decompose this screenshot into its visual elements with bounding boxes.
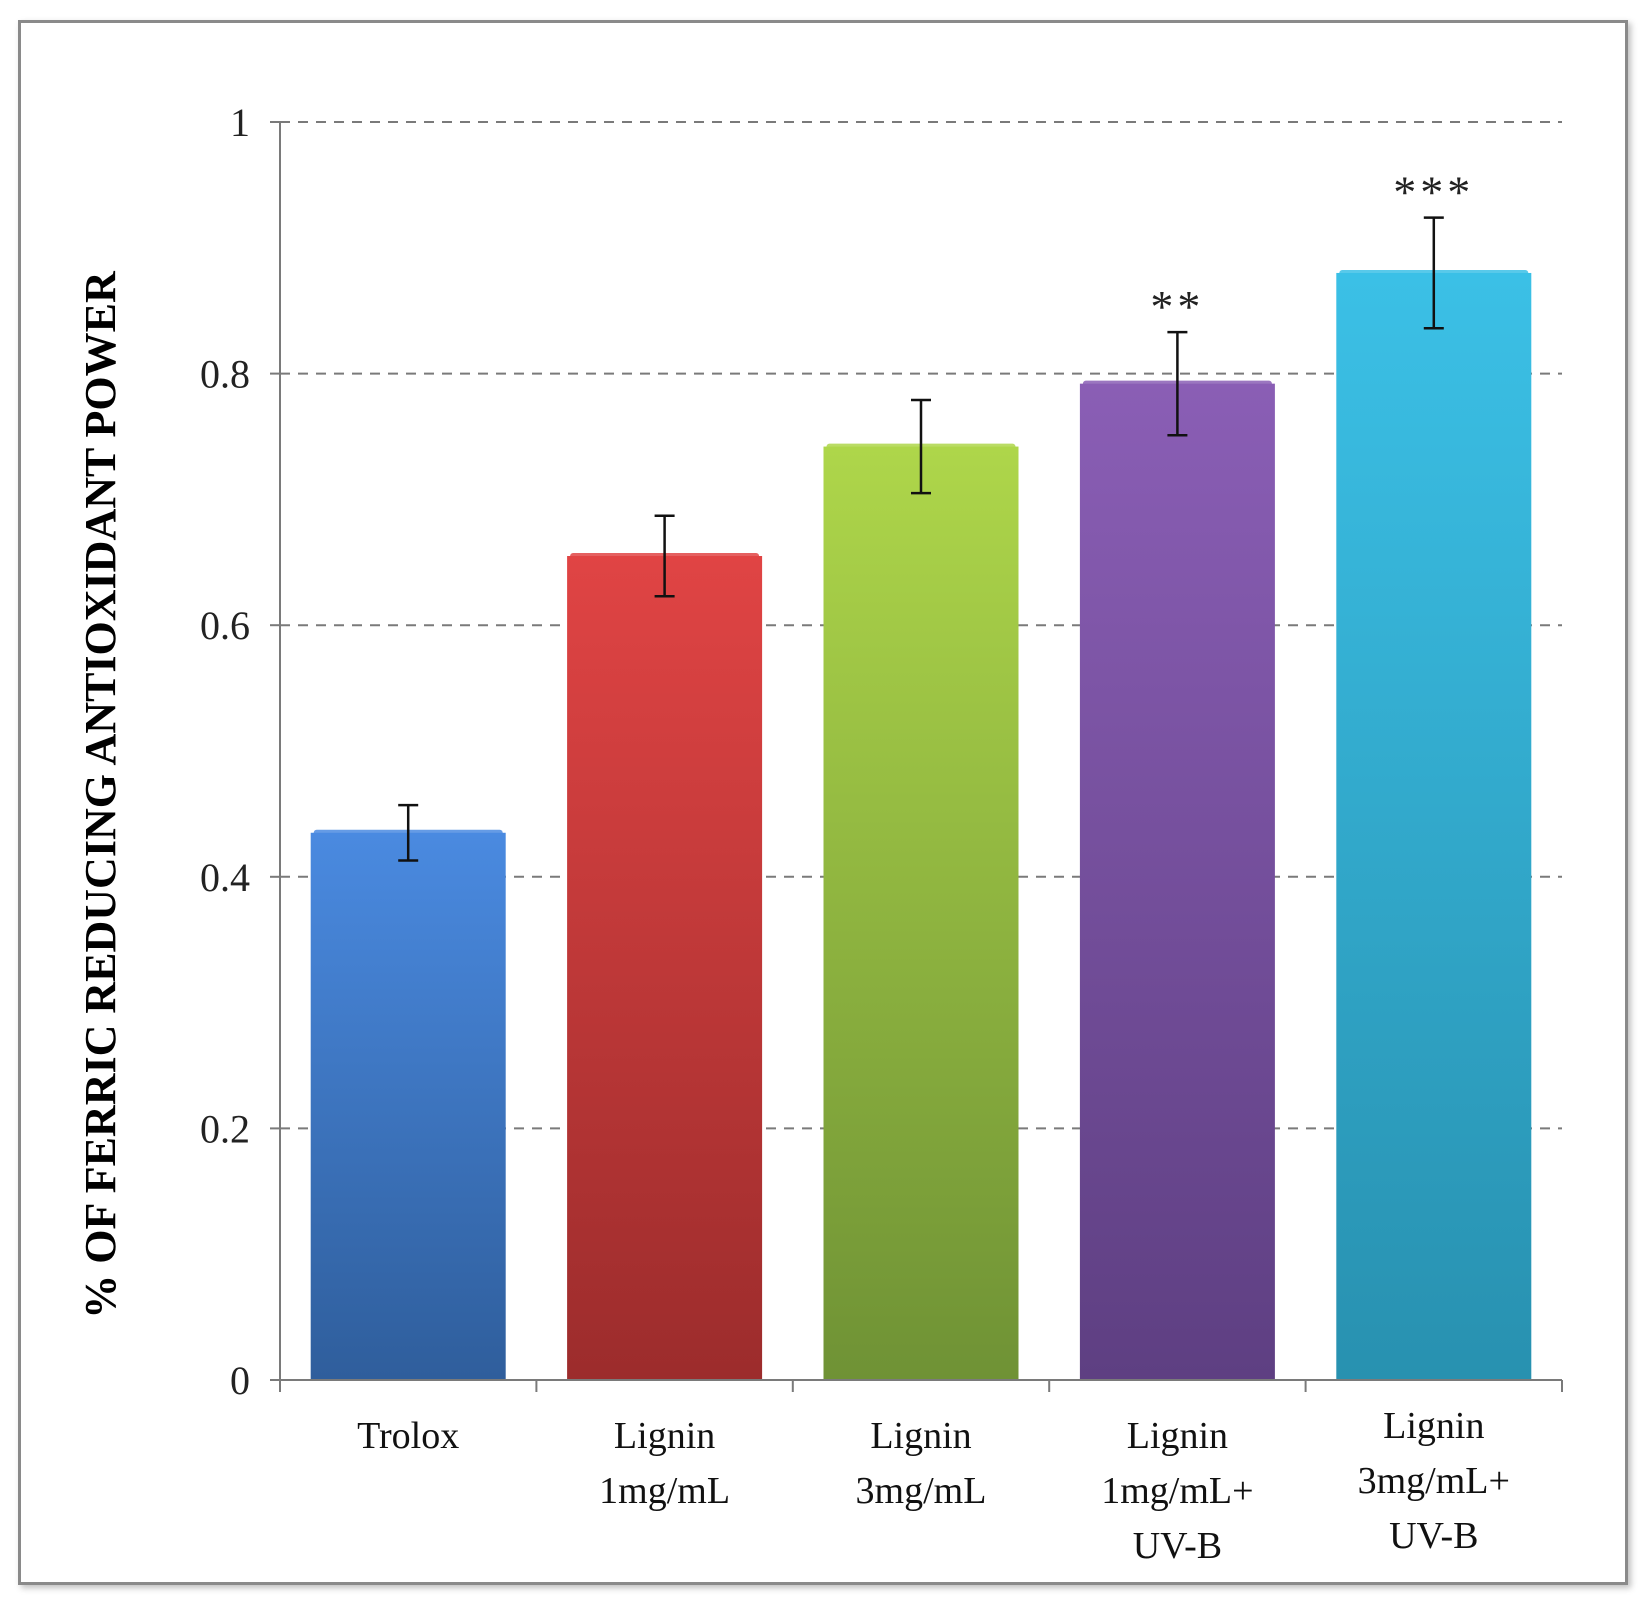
- category-label: 3mg/mL: [856, 1470, 987, 1512]
- bar: [567, 556, 763, 1380]
- category-label: 1mg/mL: [599, 1470, 730, 1512]
- y-tick-label: 0.4: [200, 855, 250, 900]
- category-label: Lignin: [870, 1415, 971, 1457]
- chart-frame: [18, 20, 1628, 1585]
- bar: [823, 446, 1019, 1381]
- category-label: UV-B: [1389, 1515, 1478, 1557]
- y-tick-label: 0.6: [200, 603, 250, 648]
- y-tick-label: 0.8: [200, 352, 250, 397]
- labels: % OF FERRIC REDUCING ANTIOXIDANT POWER 0…: [76, 100, 1510, 1567]
- axes: [270, 121, 1563, 1392]
- category-label: 1mg/mL+: [1101, 1470, 1253, 1512]
- y-tick-label: 1: [230, 100, 250, 145]
- bar: [1336, 272, 1532, 1381]
- category-label: 3mg/mL+: [1358, 1460, 1510, 1502]
- category-label: Lignin: [1383, 1405, 1484, 1447]
- y-tick-label: 0.2: [200, 1106, 250, 1151]
- y-axis-label: % OF FERRIC REDUCING ANTIOXIDANT POWER: [76, 270, 125, 1319]
- category-label: Lignin: [614, 1415, 715, 1457]
- bar: [1079, 383, 1275, 1380]
- significance-marker: **: [1150, 281, 1204, 332]
- bar: [310, 832, 506, 1380]
- bars: [310, 216, 1532, 1381]
- significance-marker: ***: [1393, 167, 1474, 218]
- category-label: Lignin: [1127, 1415, 1228, 1457]
- category-label: Trolox: [357, 1415, 459, 1457]
- y-tick-label: 0: [230, 1358, 250, 1403]
- category-label: UV-B: [1133, 1525, 1222, 1567]
